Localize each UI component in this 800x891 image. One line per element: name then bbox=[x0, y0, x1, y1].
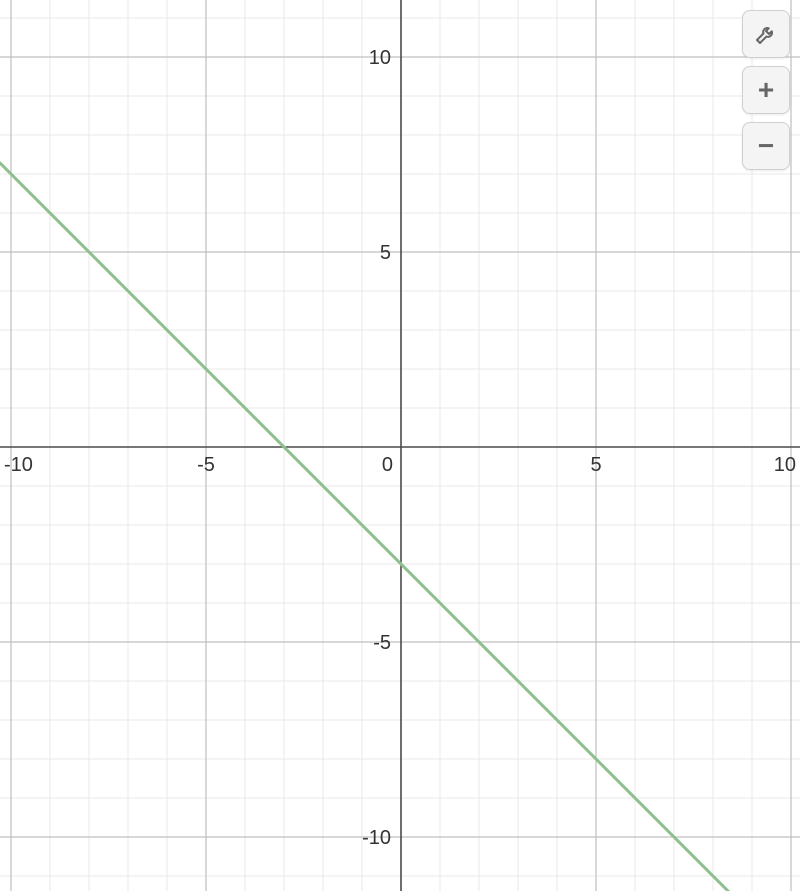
wrench-icon bbox=[754, 22, 778, 46]
svg-text:0: 0 bbox=[382, 454, 393, 476]
svg-text:-10: -10 bbox=[4, 454, 33, 476]
plus-icon: + bbox=[758, 76, 774, 104]
svg-text:5: 5 bbox=[590, 454, 601, 476]
settings-button[interactable] bbox=[742, 10, 790, 58]
svg-text:5: 5 bbox=[380, 242, 391, 264]
minus-icon: − bbox=[758, 132, 774, 160]
zoom-in-button[interactable]: + bbox=[742, 66, 790, 114]
zoom-out-button[interactable]: − bbox=[742, 122, 790, 170]
svg-text:10: 10 bbox=[774, 454, 796, 476]
toolbar: + − bbox=[742, 10, 790, 170]
svg-text:-10: -10 bbox=[362, 827, 391, 849]
svg-text:-5: -5 bbox=[197, 454, 215, 476]
graph-canvas[interactable]: -10 -5 0 5 10 -10 -5 5 10 + − bbox=[0, 0, 800, 891]
graph-svg: -10 -5 0 5 10 -10 -5 5 10 bbox=[0, 0, 800, 891]
svg-text:10: 10 bbox=[369, 47, 391, 69]
svg-text:-5: -5 bbox=[373, 632, 391, 654]
